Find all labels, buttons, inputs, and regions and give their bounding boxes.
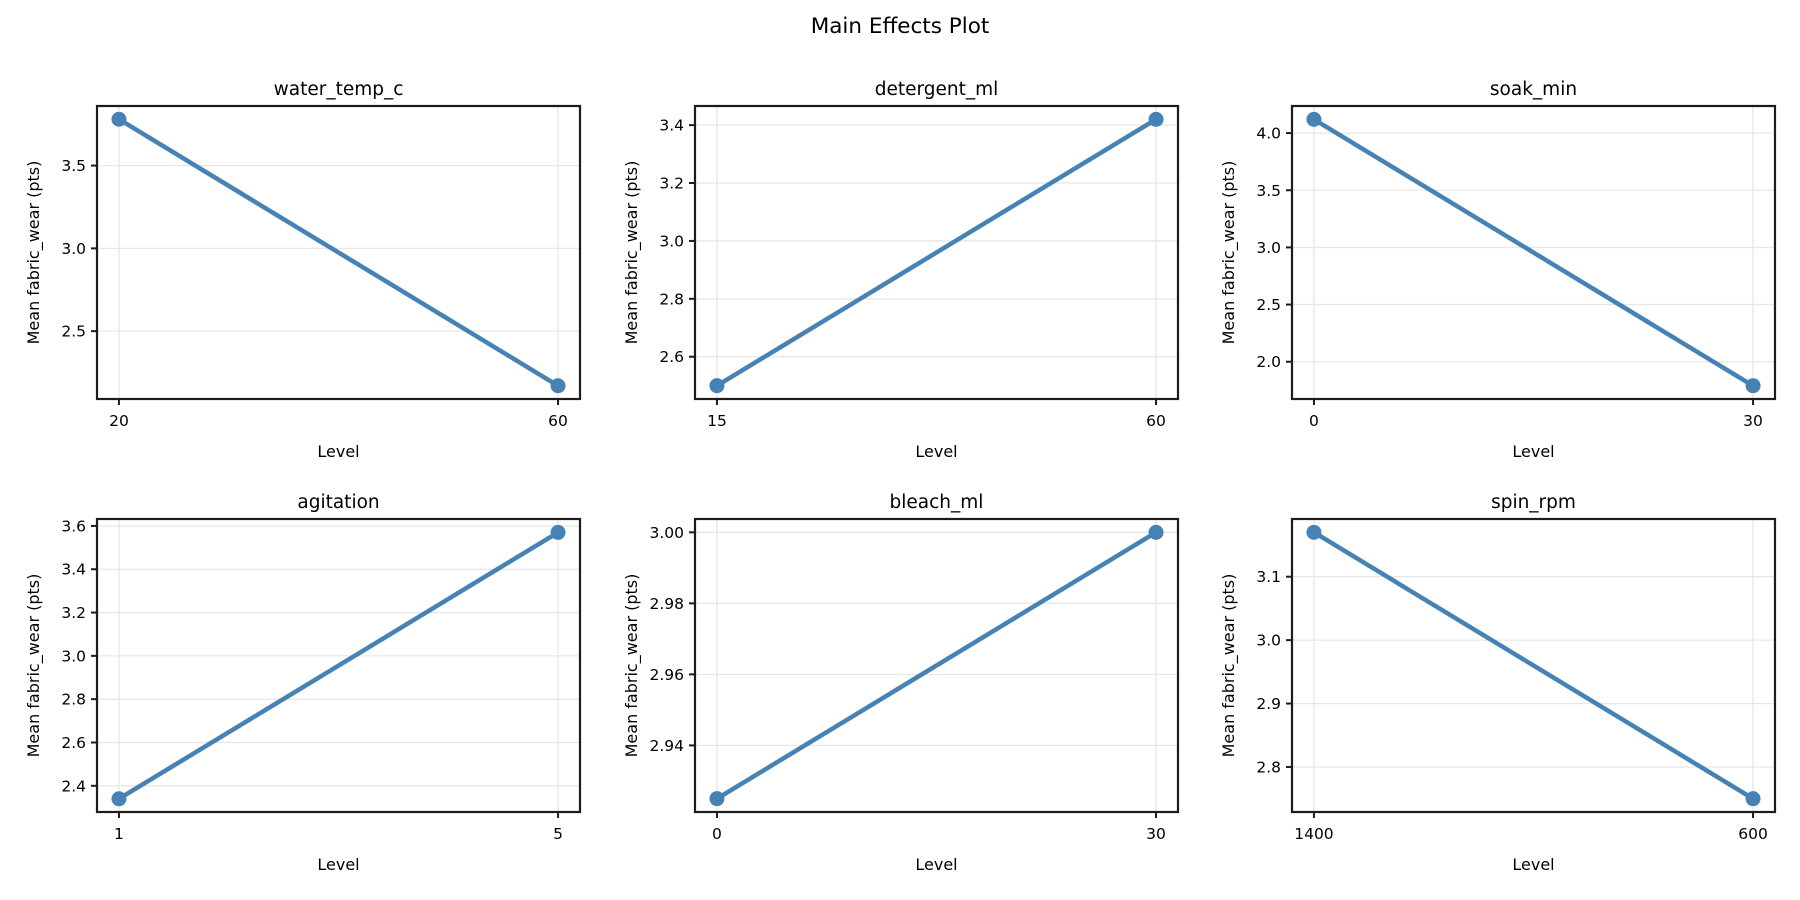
y-tick-label: 3.0	[61, 240, 86, 258]
y-tick-label: 2.96	[649, 666, 684, 684]
y-tick-label: 2.0	[1256, 353, 1281, 371]
y-tick-label: 2.5	[61, 323, 86, 341]
y-tick-label: 2.8	[1256, 758, 1281, 776]
y-tick-label: 2.94	[649, 737, 684, 755]
x-tick-label: 0	[712, 825, 722, 843]
x-tick-label: 0	[1309, 412, 1319, 430]
x-axis-label: Level	[915, 855, 957, 874]
x-tick-label: 1400	[1294, 825, 1333, 843]
subplot-title: detergent_ml	[875, 79, 999, 100]
data-point	[1745, 378, 1761, 394]
y-tick-label: 3.1	[1256, 568, 1281, 586]
y-axis-label: Mean fabric_wear (pts)	[1219, 161, 1239, 345]
subplot-title: soak_min	[1490, 79, 1577, 100]
data-point	[1306, 111, 1322, 127]
y-axis-label: Mean fabric_wear (pts)	[622, 161, 642, 345]
y-tick-label: 2.5	[1256, 296, 1281, 314]
y-tick-label: 3.0	[61, 647, 86, 665]
y-tick-label: 3.00	[649, 524, 684, 542]
series-line	[1311, 530, 1756, 801]
y-tick-label: 3.4	[61, 561, 86, 579]
series-line	[714, 117, 1159, 388]
axes-frame	[1290, 517, 1777, 814]
x-tick-label: 20	[109, 412, 129, 430]
x-axis-label: Level	[915, 442, 957, 461]
y-tick-label: 3.0	[1256, 239, 1281, 257]
x-axis-label: Level	[317, 442, 359, 461]
figure-title: Main Effects Plot	[811, 14, 990, 39]
axes-frame	[95, 517, 582, 814]
data-point	[550, 524, 566, 540]
x-tick-label: 1	[114, 825, 124, 843]
x-axis-label: Level	[317, 855, 359, 874]
data-point	[1148, 111, 1164, 127]
y-tick-label: 2.6	[61, 734, 86, 752]
data-point	[1148, 524, 1164, 540]
y-tick-label: 2.8	[61, 691, 86, 709]
data-point	[550, 378, 566, 394]
data-point	[709, 378, 725, 394]
y-tick-label: 3.2	[659, 175, 684, 193]
y-axis-label: Mean fabric_wear (pts)	[24, 574, 44, 758]
y-tick-label: 3.0	[659, 232, 684, 250]
y-tick-label: 3.6	[61, 517, 86, 535]
y-tick-label: 2.6	[659, 348, 684, 366]
y-tick-label: 4.0	[1256, 125, 1281, 143]
axes-frame	[693, 104, 1180, 401]
data-point	[1745, 791, 1761, 807]
data-point	[709, 791, 725, 807]
y-tick-label: 2.98	[649, 595, 684, 613]
x-tick-label: 600	[1738, 825, 1768, 843]
x-tick-label: 60	[548, 412, 568, 430]
y-tick-label: 3.2	[61, 604, 86, 622]
x-tick-label: 60	[1146, 412, 1166, 430]
y-tick-label: 2.9	[1256, 695, 1281, 713]
series-line	[116, 530, 561, 802]
series-line	[1311, 117, 1756, 388]
y-tick-label: 3.4	[659, 117, 684, 135]
x-axis-label: Level	[1512, 442, 1554, 461]
data-point	[111, 791, 127, 807]
series-line	[714, 530, 1159, 801]
y-tick-label: 2.4	[61, 777, 86, 795]
subplots-group: 2.5 3.0 3.5 20 60 water_temp_c Level Mean fabri…	[24, 79, 1777, 874]
x-tick-label: 15	[707, 412, 727, 430]
y-axis-label: Mean fabric_wear (pts)	[24, 161, 44, 345]
data-point	[1306, 524, 1322, 540]
y-axis-label: Mean fabric_wear (pts)	[1219, 574, 1239, 758]
x-tick-label: 5	[553, 825, 563, 843]
subplot-title: bleach_ml	[890, 492, 984, 513]
x-tick-label: 30	[1146, 825, 1166, 843]
y-tick-label: 3.5	[1256, 182, 1281, 200]
series-line	[116, 116, 561, 389]
y-tick-label: 2.8	[659, 290, 684, 308]
axes-frame	[693, 517, 1180, 814]
y-axis-label: Mean fabric_wear (pts)	[622, 574, 642, 758]
x-tick-label: 30	[1743, 412, 1763, 430]
subplot-title: spin_rpm	[1491, 492, 1576, 513]
data-point	[111, 111, 127, 127]
x-axis-label: Level	[1512, 855, 1554, 874]
y-tick-label: 3.0	[1256, 632, 1281, 650]
axes-frame	[1290, 104, 1777, 401]
y-tick-label: 3.5	[61, 157, 86, 175]
axes-frame	[95, 104, 582, 401]
subplot-title: water_temp_c	[274, 79, 404, 100]
subplot-title: agitation	[297, 492, 379, 513]
